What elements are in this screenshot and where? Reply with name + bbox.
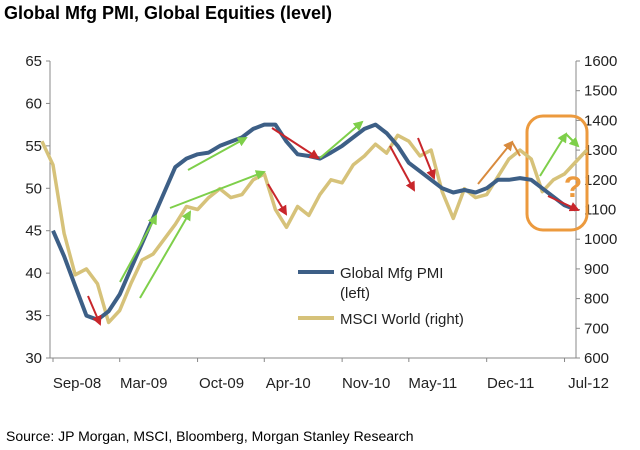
legend-label-pmi-left: (left) [340,285,370,302]
arrow-orange-2 [511,141,521,157]
series-line-msci [40,133,589,325]
y-left-tick-label: 45 [25,223,42,240]
y-right-tick-label: 600 [584,350,609,367]
x-tick-label: Dec-11 [487,375,534,392]
y-right-tick-label: 1500 [584,83,617,100]
chart-svg: 30 35 40 45 50 55 60 65 600 700 800 900 1000 1100 120… [25,53,617,392]
y-right-tick-label: 800 [584,291,609,308]
y-right-tick-label: 1200 [584,172,617,189]
highlight-box [525,114,589,232]
right-axis-ticks: 600 700 800 900 1000 1100 1200 1300 1400 1500 1600 [576,53,617,367]
arrow-green-7 [565,133,580,148]
source-note: Source: JP Morgan, MSCI, Bloomberg, Morg… [6,428,414,444]
legend-label-msci: MSCI World (right) [340,311,464,328]
left-axis-ticks: 30 35 40 45 50 55 60 65 [25,53,50,367]
arrow-red-1 [87,295,102,326]
y-right-tick-label: 1000 [584,231,617,248]
arrow-green-6 [539,132,568,177]
y-left-tick-label: 30 [25,350,42,367]
series-lines [40,122,589,325]
arrow-red-2 [271,127,320,160]
y-left-tick-label: 40 [25,265,42,282]
series-line-pmi [51,122,577,322]
y-right-tick-label: 1400 [584,112,617,129]
y-left-tick-label: 65 [25,53,42,70]
y-left-tick-label: 60 [25,95,42,112]
arrow-red-3 [267,183,288,216]
x-tick-label: Sep-08 [53,375,101,392]
question-annotation: ? [564,171,582,204]
chart-title: Global Mfg PMI, Global Equities (level) [4,3,333,23]
arrow-green-3 [169,170,266,209]
arrow-orange-1 [477,140,514,185]
y-left-tick-label: 55 [25,138,42,155]
y-right-tick-label: 1300 [584,142,617,159]
x-axis-ticks: Sep-08 Mar-09 Oct-09 Apr-10 Nov-10 May-11 Dec-… [52,358,609,392]
arrow-green-5 [319,120,364,159]
x-tick-label: Apr-10 [266,375,311,392]
arrow-green-2 [139,210,192,299]
arrow-red-4 [389,145,415,192]
y-left-tick-label: 35 [25,308,42,325]
x-tick-label: Jul-12 [568,375,609,392]
x-tick-label: Oct-09 [199,375,244,392]
arrow-green-4 [187,137,248,171]
trend-arrows [87,120,580,326]
y-right-tick-label: 900 [584,261,609,278]
x-tick-label: May-11 [408,375,457,392]
legend-label-pmi: Global Mfg PMI [340,265,443,282]
x-tick-label: Nov-10 [342,375,390,392]
arrow-green-1 [119,214,157,283]
y-right-tick-label: 700 [584,320,609,337]
y-right-tick-label: 1100 [584,202,616,219]
y-right-tick-label: 1600 [584,53,617,70]
arrow-red-6 [547,195,580,212]
y-left-tick-label: 50 [25,180,42,197]
arrow-red-5 [417,137,436,180]
x-tick-label: Mar-09 [120,375,168,392]
legend: Global Mfg PMI (left) MSCI World (right) [298,265,464,328]
